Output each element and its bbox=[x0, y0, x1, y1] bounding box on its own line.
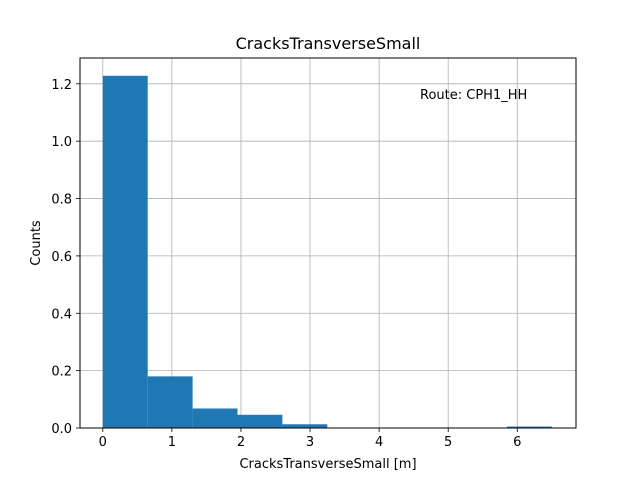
y-tick-label: 0.2 bbox=[51, 365, 72, 380]
y-tick-label: 1.2 bbox=[51, 78, 72, 93]
route-annotation: Route: CPH1_HH bbox=[420, 88, 527, 103]
histogram-bar bbox=[192, 408, 238, 428]
histogram-bars bbox=[102, 75, 552, 428]
x-axis-label: CracksTransverseSmall [m] bbox=[239, 457, 416, 472]
x-tick-label: 1 bbox=[168, 435, 176, 450]
x-tick-label: 0 bbox=[99, 435, 107, 450]
y-axis-label: Counts bbox=[29, 220, 44, 266]
y-tick-label: 0.4 bbox=[51, 307, 72, 322]
histogram-bar bbox=[282, 424, 328, 428]
plot-area-frame bbox=[79, 57, 577, 429]
histogram-bar bbox=[506, 426, 552, 428]
y-tick-label: 0.0 bbox=[51, 422, 72, 437]
x-tick-label: 5 bbox=[444, 435, 452, 450]
y-axis-ticks: 0.0 0.2 0.4 0.6 0.8 1.0 1.2 bbox=[51, 78, 80, 437]
y-tick-label: 0.8 bbox=[51, 193, 72, 208]
x-tick-label: 4 bbox=[375, 435, 383, 450]
y-tick-label: 0.6 bbox=[51, 250, 72, 265]
y-tick-label: 1.0 bbox=[51, 135, 72, 150]
x-tick-label: 2 bbox=[237, 435, 245, 450]
histogram-bar bbox=[147, 376, 193, 428]
histogram-bar bbox=[102, 75, 148, 428]
x-tick-label: 6 bbox=[513, 435, 521, 450]
x-tick-label: 3 bbox=[306, 435, 314, 450]
chart-title: CracksTransverseSmall bbox=[236, 34, 421, 53]
histogram-bar bbox=[237, 414, 283, 428]
grid-lines bbox=[80, 58, 576, 429]
x-axis-ticks: 0 1 2 3 4 5 6 bbox=[99, 428, 521, 450]
